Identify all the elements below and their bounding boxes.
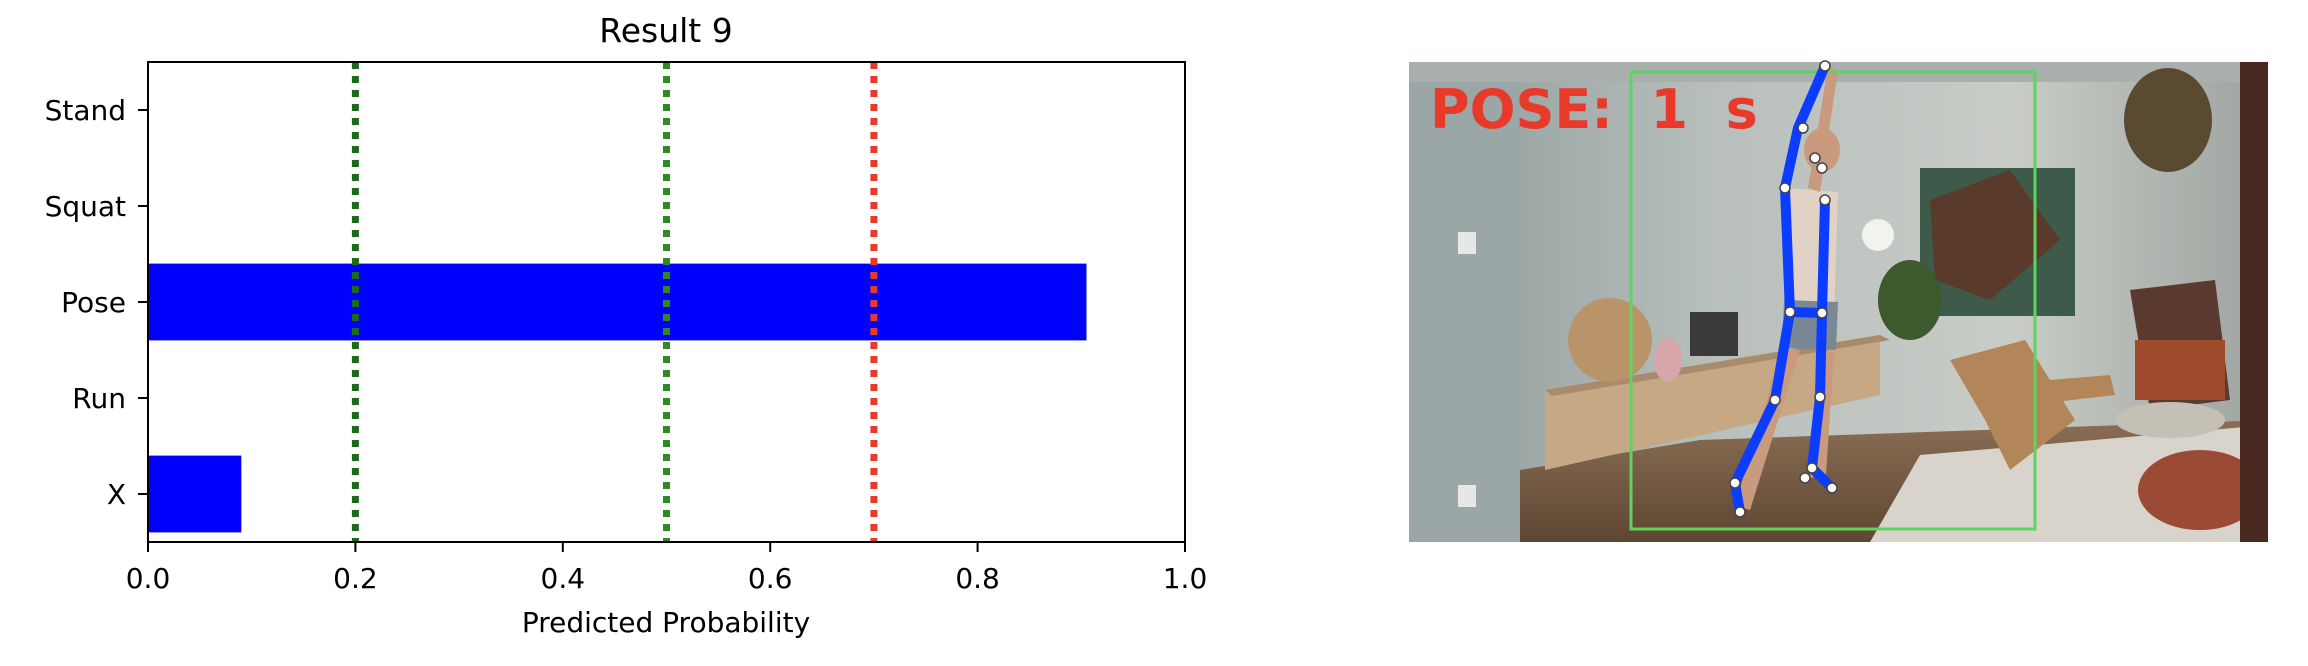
pose-skeleton [1729, 60, 1838, 518]
joint [1819, 60, 1831, 72]
joint [1816, 307, 1828, 319]
lounge-chair [1950, 340, 2075, 470]
joint [1797, 122, 1809, 134]
left-wall [1409, 62, 1520, 542]
x-axis-label: Predicted Probability [522, 606, 810, 639]
joint [1734, 506, 1746, 518]
y-axis: Stand Squat Pose Run X [45, 94, 148, 511]
wall-socket-bottom [1458, 485, 1476, 507]
video-frame: POSE: 1 s [1409, 60, 2268, 542]
skeleton-leg-left [1730, 307, 1795, 517]
doorframe [2240, 62, 2268, 542]
skeleton-joints [1729, 60, 1838, 518]
threshold-lines-group [351, 62, 878, 542]
hanging-plant [2124, 68, 2212, 172]
joint [1729, 477, 1741, 489]
sideboard [1545, 335, 1880, 470]
joint [1799, 472, 1811, 484]
joint [1826, 482, 1838, 494]
person-legs [1735, 348, 1800, 510]
coffee-table [2115, 402, 2225, 438]
x-tick-label: 0.6 [748, 562, 793, 595]
x-tick-label: 0.0 [126, 562, 171, 595]
joint [1814, 391, 1826, 403]
plant-left [1878, 260, 1942, 340]
joint [1819, 194, 1831, 206]
x-tick-label: 0.8 [955, 562, 1000, 595]
joint [1784, 306, 1796, 318]
joint [1769, 394, 1781, 406]
vase [1654, 338, 1682, 382]
joint [1809, 152, 1821, 164]
ottoman [2050, 375, 2115, 402]
joint [1806, 462, 1818, 474]
rattan-lamp [1568, 298, 1652, 382]
x-tick-label: 0.4 [541, 562, 586, 595]
wall-socket-top [1458, 232, 1476, 254]
bar-x [148, 455, 242, 533]
x-tick-label: 0.2 [333, 562, 378, 595]
skeleton-leg-right [1807, 308, 1837, 493]
chart-title: Result 9 [599, 11, 732, 50]
detection-box [1629, 70, 2037, 531]
skeleton-torso-left [1780, 183, 1795, 317]
y-tick-label: Run [72, 382, 126, 415]
y-tick-label: Pose [61, 286, 126, 319]
joint [1779, 182, 1791, 194]
globe-lamp [1862, 219, 1894, 251]
record-player [1690, 312, 1738, 356]
x-tick-label: 1.0 [1163, 562, 1208, 595]
bar-chart: Result 9 Stand Squat Pose Run X 0.0 0.2 0.4 0.6… [45, 11, 1208, 639]
pose-duration-overlay: POSE: 1 s [1430, 78, 1758, 141]
y-tick-label: Stand [45, 94, 126, 127]
x-axis: 0.0 0.2 0.4 0.6 0.8 1.0 [126, 542, 1208, 595]
pouf [2138, 450, 2262, 530]
armchair-cushion [2135, 340, 2225, 400]
bars-group [148, 263, 1087, 533]
y-tick-label: X [107, 478, 126, 511]
y-tick-label: Squat [45, 190, 126, 223]
room-scene [1409, 62, 2268, 542]
skeleton-torso-right [1817, 195, 1830, 318]
bar-pose [148, 263, 1087, 341]
painting-shape [1930, 170, 2060, 300]
joint [1816, 162, 1828, 174]
